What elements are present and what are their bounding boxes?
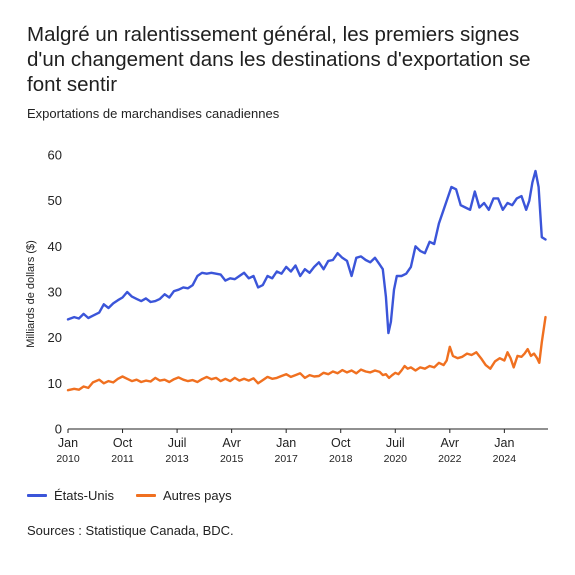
x-tick-label: Jan: [58, 436, 78, 450]
x-tick-year: 2015: [220, 453, 244, 465]
y-tick-label: 20: [48, 330, 62, 345]
x-tick-label: Oct: [331, 436, 351, 450]
x-tick-year: 2020: [384, 453, 408, 465]
x-tick-label: Oct: [113, 436, 133, 450]
y-tick-label: 60: [48, 148, 62, 163]
source-note: Sources : Statistique Canada, BDC.: [27, 523, 234, 538]
legend: États-Unis Autres pays: [27, 488, 232, 503]
x-tick-year: 2011: [111, 453, 134, 465]
y-tick-label: 50: [48, 193, 62, 208]
x-tick-year: 2017: [275, 453, 299, 465]
y-tick-label: 0: [55, 422, 62, 437]
x-tick-year: 2010: [56, 453, 80, 465]
y-tick-label: 40: [48, 239, 62, 254]
y-axis-label: Milliards de dollars ($): [25, 240, 37, 348]
x-tick-label: Jan: [494, 436, 514, 450]
legend-item-other: Autres pays: [135, 488, 232, 503]
legend-item-us: États-Unis: [27, 488, 114, 503]
series-line-other: [66, 315, 547, 392]
y-tick-label: 10: [48, 376, 62, 391]
series-line-us: [66, 169, 547, 335]
x-tick-label: Avr: [222, 436, 241, 450]
x-tick-year: 2013: [165, 453, 189, 465]
legend-label-other: Autres pays: [162, 488, 232, 503]
x-tick-label: Jan: [276, 436, 296, 450]
legend-swatch-other: [135, 494, 156, 497]
legend-label-us: États-Unis: [54, 488, 114, 503]
legend-swatch-us: [27, 494, 47, 497]
x-tick-year: 2024: [493, 453, 517, 465]
y-tick-label: 30: [48, 285, 62, 300]
x-tick-year: 2022: [438, 453, 462, 465]
x-tick-label: Avr: [441, 436, 460, 450]
x-tick-label: Juil: [168, 436, 187, 450]
chart-subtitle: Exportations de marchandises canadiennes: [27, 106, 280, 121]
x-tick-label: Juil: [386, 436, 405, 450]
x-tick-year: 2018: [329, 453, 353, 465]
chart-title: Malgré un ralentissement général, les pr…: [27, 23, 531, 96]
